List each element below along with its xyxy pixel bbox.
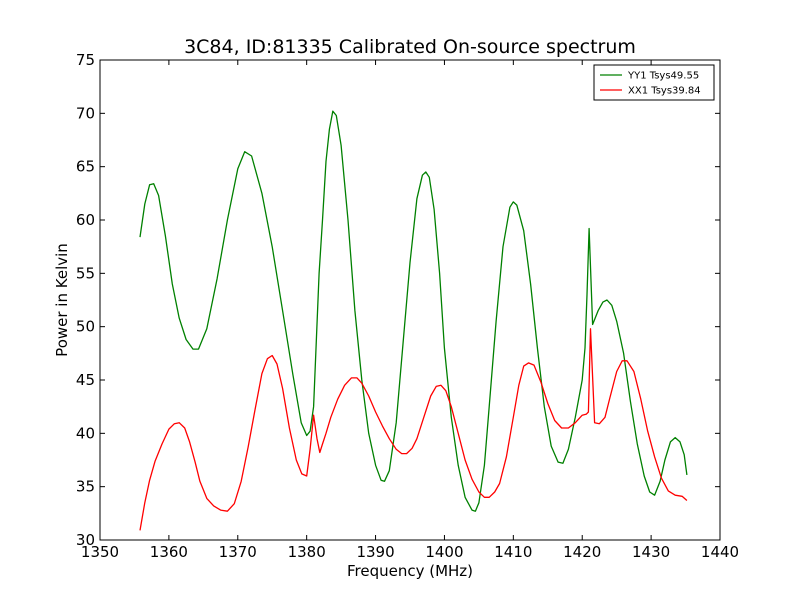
series-layer xyxy=(139,110,688,531)
legend-box xyxy=(593,64,715,101)
x-tick-label: 1380 xyxy=(288,543,326,561)
legend-label-yy1: YY1 Tsys49.55 xyxy=(627,71,699,82)
x-tick-label: 1440 xyxy=(701,543,739,561)
y-tick-label: 35 xyxy=(76,478,95,496)
x-tick-label: 1420 xyxy=(563,543,601,561)
series-line-yy1 xyxy=(139,110,688,512)
legend-label-xx1: XX1 Tsys39.84 xyxy=(628,86,701,97)
y-tick-label: 45 xyxy=(76,371,95,389)
x-tick-label: 1410 xyxy=(494,543,532,561)
y-tick-label: 40 xyxy=(76,424,95,442)
legend: YY1 Tsys49.55 XX1 Tsys39.84 xyxy=(593,64,715,101)
y-tick-label: 65 xyxy=(76,158,95,176)
chart-title: 3C84, ID:81335 Calibrated On-source spec… xyxy=(184,36,636,58)
x-tick-label: 1390 xyxy=(356,543,394,561)
x-tick-label: 1360 xyxy=(150,543,188,561)
x-tick-label: 1350 xyxy=(81,543,119,561)
x-tick-label: 1400 xyxy=(425,543,463,561)
x-tick-label: 1430 xyxy=(632,543,670,561)
axis-ticks: 1350 1360 1370 1380 1390 1400 1410 1420 1430 1440… xyxy=(76,51,739,561)
y-tick-label: 30 xyxy=(76,531,95,549)
y-tick-label: 75 xyxy=(76,51,95,69)
y-tick-label: 50 xyxy=(76,318,95,336)
y-tick-label: 70 xyxy=(76,104,95,122)
plot-area-frame xyxy=(99,59,721,541)
y-axis-label: Power in Kelvin xyxy=(53,243,71,357)
y-tick-label: 60 xyxy=(76,211,95,229)
series-line-xx1 xyxy=(139,328,688,531)
x-axis-label: Frequency (MHz) xyxy=(347,562,473,580)
x-tick-label: 1370 xyxy=(219,543,257,561)
y-tick-label: 55 xyxy=(76,264,95,282)
